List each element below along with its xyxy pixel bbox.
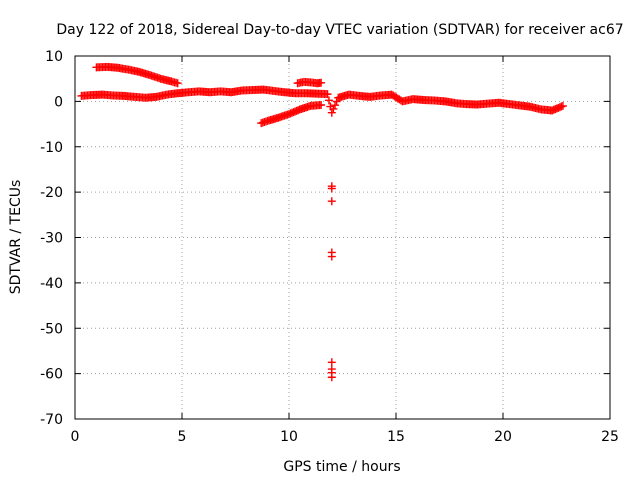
data-point [317,101,326,110]
y-tick-label: -40 [40,276,63,292]
x-tick-label: 0 [71,429,80,445]
data-point [327,358,336,367]
data-point [324,96,333,105]
data-points [77,62,567,382]
y-axis-ticks: -70 -60 -50 -40 -30 -20 -10 0 10 [40,49,610,428]
data-point [327,197,336,206]
y-tick-label: -20 [40,185,63,201]
y-tick-label: -50 [40,321,63,337]
y-tick-label: -70 [40,412,63,428]
y-tick-label: 10 [45,49,63,65]
y-tick-label: -60 [40,367,63,383]
data-point [317,78,326,87]
y-tick-label: -30 [40,231,63,247]
data-point [332,97,341,106]
data-point [327,252,336,261]
x-axis-ticks: 0 5 10 15 20 25 [71,56,619,445]
x-tick-label: 25 [601,429,619,445]
data-point [323,90,332,99]
data-point [327,184,336,193]
chart-title: Day 122 of 2018, Sidereal Day-to-day VTE… [56,22,623,38]
x-tick-label: 20 [494,429,512,445]
y-tick-label: 0 [54,94,63,110]
data-point [327,373,336,382]
y-axis-label: SDTVAR / TECUs [8,180,24,295]
y-tick-label: -10 [40,140,63,156]
data-point [558,101,567,110]
data-point [331,101,340,110]
data-point [327,108,336,117]
x-axis-label: GPS time / hours [283,459,400,475]
data-point [329,104,338,113]
x-tick-label: 5 [178,429,187,445]
x-tick-label: 10 [280,429,298,445]
x-tick-label: 15 [387,429,405,445]
data-point [173,79,182,88]
